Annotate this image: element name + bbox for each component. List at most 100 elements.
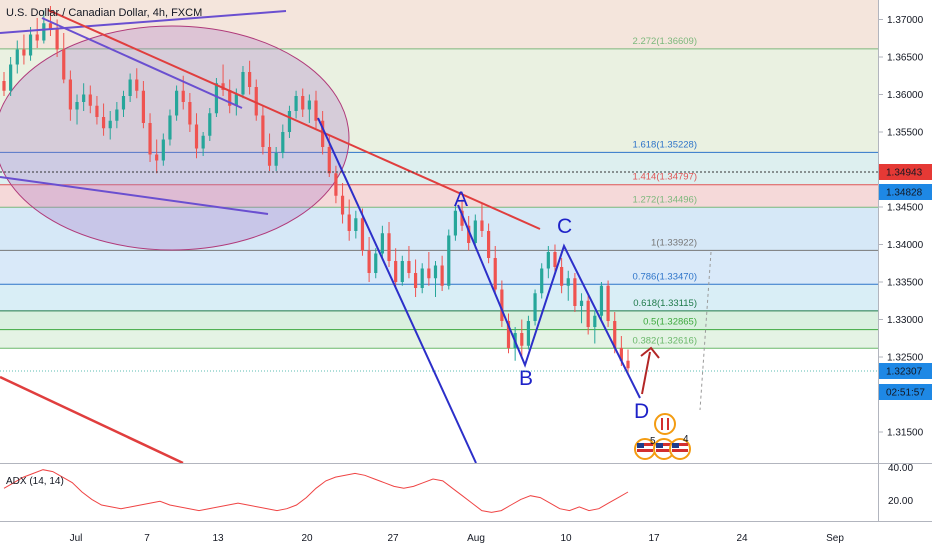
us-flag-stripe bbox=[672, 443, 688, 446]
channel-line-top bbox=[0, 10, 287, 34]
candle-body bbox=[68, 79, 72, 110]
us-flag-stripe bbox=[656, 443, 672, 446]
candle-body bbox=[394, 261, 398, 282]
indicator-tick: 20.00 bbox=[888, 496, 913, 507]
price-tag bbox=[879, 164, 932, 180]
candle-body bbox=[228, 90, 232, 106]
candle-body bbox=[22, 49, 26, 56]
candle-body bbox=[460, 210, 464, 226]
candle-body bbox=[307, 100, 311, 110]
candle-body bbox=[619, 348, 623, 361]
adx-line bbox=[3, 469, 629, 513]
candle-body bbox=[500, 289, 504, 321]
fib-level-label: 0.618(1.33115) bbox=[633, 298, 697, 309]
highlight-ellipse bbox=[0, 25, 350, 251]
point-a-label: A bbox=[454, 188, 468, 211]
fibonacci-zones bbox=[0, 0, 878, 349]
candle-body bbox=[427, 268, 431, 279]
candle-body bbox=[340, 195, 345, 215]
candle-body bbox=[287, 111, 292, 132]
dotted-projection bbox=[699, 251, 712, 411]
candle-body bbox=[314, 100, 318, 121]
candle-body bbox=[540, 268, 544, 294]
candle-body bbox=[121, 96, 126, 110]
candle-body bbox=[433, 265, 438, 279]
candle-body bbox=[440, 265, 444, 286]
us-flag-stripe bbox=[672, 449, 688, 452]
time-tick-label: 7 bbox=[144, 533, 150, 544]
candle-body bbox=[75, 102, 79, 110]
candle-body bbox=[493, 258, 497, 290]
us-flag-stripe bbox=[656, 449, 672, 452]
candle-body bbox=[573, 278, 577, 306]
candle-body bbox=[214, 83, 219, 114]
fib-zone bbox=[0, 48, 878, 153]
candle-body bbox=[294, 96, 298, 111]
candle-body bbox=[400, 261, 404, 282]
projection-arrow bbox=[640, 251, 712, 411]
time-tick-label: Jul bbox=[70, 533, 83, 544]
candle-body bbox=[593, 315, 597, 327]
fib-level-label: 1(1.33922) bbox=[651, 237, 697, 248]
fib-zone bbox=[0, 329, 878, 349]
fib-zone bbox=[0, 0, 878, 49]
candle-body bbox=[301, 96, 305, 110]
candle-body bbox=[274, 153, 278, 166]
candle-body bbox=[267, 147, 272, 166]
candle-body bbox=[560, 267, 564, 286]
candle-body bbox=[201, 135, 205, 149]
candle-body bbox=[101, 117, 106, 129]
time-axis: Jul 7 13 20 27 Aug 10 17 24 Sep bbox=[70, 533, 845, 544]
candle-body bbox=[586, 300, 590, 327]
candle-body bbox=[606, 285, 610, 321]
candle-body bbox=[327, 147, 331, 174]
candle-body bbox=[62, 49, 66, 80]
candle-body bbox=[128, 79, 132, 96]
candle-body bbox=[453, 210, 458, 236]
price-tag bbox=[879, 184, 932, 200]
indicator-pane-background bbox=[0, 464, 878, 521]
candle-body bbox=[115, 109, 119, 121]
fib-level-label: 1.414(1.34797) bbox=[633, 172, 697, 183]
price-tick-label: 1.36000 bbox=[887, 90, 924, 101]
candle-body bbox=[506, 321, 511, 348]
candle-body bbox=[553, 252, 557, 267]
point-d-label: D bbox=[634, 400, 649, 423]
time-tick-label: 24 bbox=[736, 533, 748, 544]
candle-body bbox=[254, 87, 258, 116]
candle-body bbox=[486, 231, 491, 258]
candle-body bbox=[407, 261, 411, 273]
candle-body bbox=[613, 321, 617, 348]
candle-body bbox=[55, 28, 59, 50]
channel-line-bottom bbox=[0, 176, 269, 215]
event-count: 5 bbox=[650, 436, 656, 447]
fib-level-label: 2.272(1.36609) bbox=[633, 36, 697, 47]
arrow-head bbox=[640, 346, 660, 359]
us-flag-stripe bbox=[637, 443, 653, 446]
candle-body bbox=[473, 220, 477, 243]
time-tick-label: Aug bbox=[467, 533, 485, 544]
candle-body bbox=[480, 220, 484, 231]
candle-body bbox=[360, 218, 365, 251]
candle-body bbox=[380, 233, 384, 254]
candle-body bbox=[367, 250, 371, 273]
fib-level-label: 0.5(1.32865) bbox=[643, 317, 697, 328]
candle-body bbox=[181, 90, 185, 102]
fib-level-label: 0.382(1.32616) bbox=[633, 335, 697, 346]
fibonacci-levels: 2.272(1.36609) 1.618(1.35228) 1.414(1.3479… bbox=[0, 36, 878, 349]
canada-flag-center bbox=[663, 418, 667, 430]
fib-zone bbox=[0, 152, 878, 185]
candlestick-series bbox=[2, 6, 630, 374]
candle-body bbox=[579, 300, 584, 306]
candle-body bbox=[155, 154, 159, 161]
candle-body bbox=[447, 235, 451, 286]
downtrend-line-red bbox=[47, 9, 541, 230]
price-tag bbox=[879, 363, 932, 379]
candle-body bbox=[520, 333, 524, 346]
price-tick-label: 1.33000 bbox=[887, 315, 924, 326]
candle-body bbox=[533, 293, 537, 321]
candle-body bbox=[42, 23, 46, 41]
abcd-pattern: A B C D bbox=[454, 188, 649, 423]
fib-zone bbox=[0, 310, 878, 330]
